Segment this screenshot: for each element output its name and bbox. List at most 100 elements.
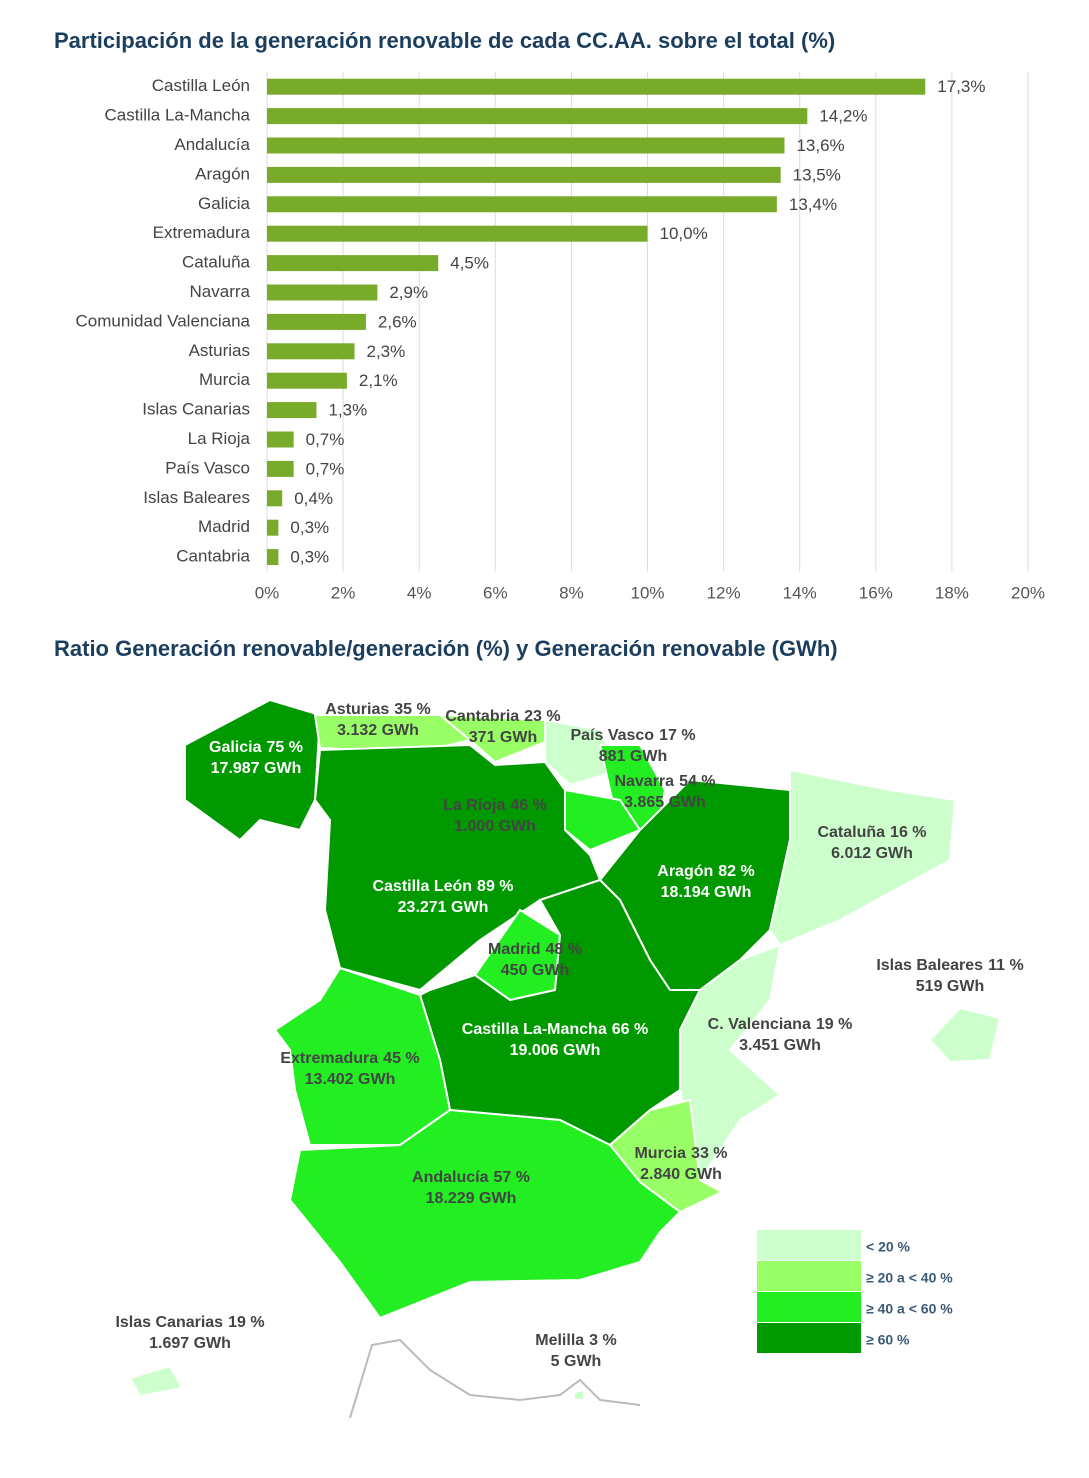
region-ratio: 16 % — [890, 824, 926, 841]
region-ratio: 66 % — [612, 1021, 648, 1038]
region-gwh: 5 GWh — [551, 1353, 602, 1370]
legend-label: ≥ 40 a < 60 % — [866, 1301, 953, 1317]
value-label: 13,4% — [789, 195, 837, 214]
region-name: Castilla León — [372, 878, 472, 895]
region-label: Islas Canarias 19 % — [115, 1314, 264, 1331]
region-name: Galicia — [209, 739, 262, 756]
legend-swatch — [757, 1261, 861, 1291]
bar — [267, 284, 378, 301]
region-name: Cantabria — [445, 708, 519, 725]
x-tick-label: 10% — [630, 583, 664, 602]
bar-title: Participación de la generación renovable… — [54, 28, 835, 53]
legend-label: ≥ 20 a < 40 % — [866, 1270, 953, 1286]
region-label: Cantabria 23 % — [445, 708, 560, 725]
category-label: Castilla León — [152, 76, 250, 95]
coast-outline — [349, 1338, 641, 1419]
category-label: Cataluña — [182, 253, 251, 272]
region-label: Andalucía 57 % — [412, 1169, 530, 1186]
region-name: Murcia — [634, 1145, 686, 1162]
region-gwh: 6.012 GWh — [831, 845, 913, 862]
legend-label: ≥ 60 % — [866, 1332, 910, 1348]
x-tick-label: 18% — [935, 583, 969, 602]
legend-swatch — [757, 1292, 861, 1322]
category-label: Murcia — [199, 370, 251, 389]
x-tick-label: 4% — [407, 583, 432, 602]
bar — [267, 343, 355, 360]
region — [128, 1364, 184, 1398]
bar — [267, 313, 366, 330]
category-label: Aragón — [195, 164, 250, 183]
region-ratio: 46 % — [510, 797, 546, 814]
region-ratio: 17 % — [659, 727, 695, 744]
region — [679, 943, 782, 1183]
category-label: Asturias — [189, 341, 250, 360]
region-label: País Vasco 17 % — [570, 727, 695, 744]
region-name: País Vasco — [570, 727, 654, 744]
region — [288, 1108, 682, 1320]
region-gwh: 881 GWh — [599, 748, 667, 765]
bar — [267, 519, 279, 536]
x-tick-label: 6% — [483, 583, 508, 602]
bar — [267, 402, 317, 419]
region-ratio: 57 % — [494, 1169, 530, 1186]
bar — [267, 372, 347, 389]
region — [544, 718, 622, 787]
region-ratio: 11 % — [988, 957, 1024, 974]
region-name: Aragón — [657, 863, 713, 880]
value-label: 13,6% — [796, 136, 844, 155]
region-label: Madrid 48 % — [488, 941, 582, 958]
region — [184, 698, 322, 842]
bar — [267, 196, 777, 213]
region-name: Islas Baleares — [876, 957, 983, 974]
bar — [267, 78, 926, 95]
category-label: Extremadura — [153, 223, 251, 242]
region-ratio: 23 % — [524, 708, 560, 725]
bar — [267, 490, 283, 507]
region-gwh: 3.132 GWh — [337, 722, 419, 739]
region-ratio: 19 % — [228, 1314, 264, 1331]
region-label: Islas Baleares 11 % — [876, 957, 1023, 974]
region-name: Castilla La-Mancha — [462, 1021, 607, 1038]
region-ratio: 3 % — [589, 1332, 617, 1349]
x-tick-label: 20% — [1011, 583, 1045, 602]
x-tick-label: 8% — [559, 583, 584, 602]
region-name: Extremadura — [280, 1050, 378, 1067]
region — [928, 1006, 1002, 1064]
region-label: Castilla La-Mancha 66 % — [462, 1021, 648, 1038]
value-label: 0,3% — [290, 518, 329, 537]
value-label: 10,0% — [660, 224, 708, 243]
region-ratio: 35 % — [394, 701, 430, 718]
region-label: Castilla León 89 % — [372, 878, 513, 895]
category-label: Comunidad Valenciana — [75, 311, 250, 330]
bar — [267, 166, 781, 183]
region-label: Asturias 35 % — [325, 701, 431, 718]
region-name: Melilla — [535, 1332, 584, 1349]
bar — [267, 108, 808, 125]
value-label: 4,5% — [450, 254, 489, 273]
region-gwh: 17.987 GWh — [211, 760, 302, 777]
region-gwh: 371 GWh — [469, 729, 537, 746]
category-label: Cantabria — [176, 547, 250, 566]
category-label: Andalucía — [174, 135, 250, 154]
category-label: Castilla La-Mancha — [104, 106, 250, 125]
value-label: 14,2% — [819, 107, 867, 126]
region-gwh: 3.451 GWh — [739, 1037, 821, 1054]
value-label: 1,3% — [328, 401, 367, 420]
region-gwh: 2.840 GWh — [640, 1166, 722, 1183]
region-name: Madrid — [488, 941, 540, 958]
region-name: Cataluña — [817, 824, 885, 841]
region-label: Extremadura 45 % — [280, 1050, 419, 1067]
bar — [267, 255, 439, 272]
legend-swatch — [757, 1230, 861, 1260]
region-ratio: 33 % — [691, 1145, 727, 1162]
value-label: 2,1% — [359, 371, 398, 390]
region — [573, 1388, 585, 1401]
bar — [267, 549, 279, 566]
region-name: Navarra — [614, 773, 674, 790]
bar — [267, 460, 294, 477]
value-label: 2,9% — [389, 283, 428, 302]
region-gwh: 23.271 GWh — [398, 899, 489, 916]
region-ratio: 48 % — [545, 941, 581, 958]
region-label: C. Valenciana 19 % — [708, 1016, 853, 1033]
